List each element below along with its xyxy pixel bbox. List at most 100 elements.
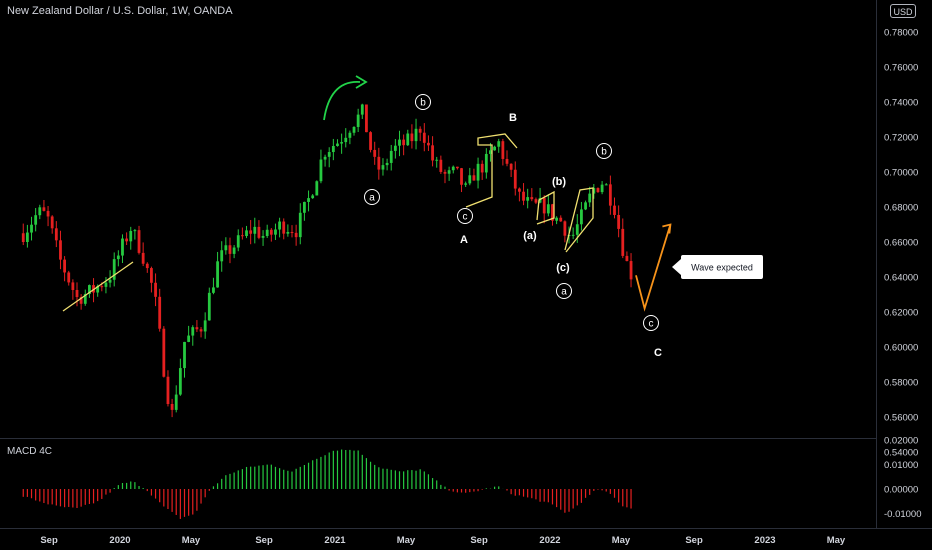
trendline-channel-b: [465, 133, 518, 208]
candle-body: [158, 296, 162, 329]
candlestick-series: [21, 103, 633, 418]
time-axis[interactable]: Sep 2020 May Sep 2021 May Sep 2022 May Sep 2023 May: [40, 535, 846, 546]
candle-body: [141, 252, 145, 264]
candle-body: [410, 133, 414, 142]
time-tick-label: Sep: [255, 535, 273, 546]
candle-body: [46, 210, 50, 217]
candle-body: [50, 216, 54, 229]
price-tick-label: 0.70000: [884, 168, 918, 179]
curved-arrow-icon: [323, 81, 361, 121]
candle-body: [381, 165, 385, 170]
candle-body: [207, 292, 211, 321]
callout-text: Wave expected: [691, 263, 753, 273]
candle-body: [67, 272, 71, 283]
candle-body: [340, 142, 344, 144]
candle-body: [617, 214, 621, 229]
candle-body: [240, 235, 244, 237]
candle-body: [344, 137, 348, 143]
macd-indicator-title[interactable]: MACD 4C: [7, 446, 53, 457]
candle-body: [414, 128, 418, 142]
wave-C-label: C: [654, 347, 662, 359]
candle-body: [501, 141, 505, 159]
wave-a2-circle: [556, 283, 572, 299]
candle-body: [489, 150, 492, 154]
candle-body: [34, 215, 38, 225]
candle-body: [249, 230, 253, 234]
candle-body: [150, 268, 153, 283]
candle-body: [195, 327, 199, 330]
candle-body: [546, 204, 550, 214]
candle-body: [216, 261, 219, 288]
trendline-channel-pb: [536, 190, 555, 225]
currency-badge[interactable]: USD: [890, 4, 916, 18]
candle-body: [92, 285, 95, 293]
candle-body: [112, 259, 116, 280]
candle-body: [166, 376, 170, 405]
candle-body: [600, 184, 604, 193]
candle-body: [104, 282, 108, 287]
candle-body: [108, 279, 112, 283]
candle-body: [373, 149, 377, 157]
wave-A-label: A: [460, 234, 468, 246]
time-tick-label: 2020: [109, 535, 130, 546]
candle-body: [439, 159, 443, 172]
wave-a2-label: a: [561, 287, 567, 298]
candle-body: [282, 221, 286, 234]
candle-body: [199, 329, 203, 332]
candle-body: [183, 341, 186, 369]
candle-body: [608, 184, 612, 206]
time-tick-label: May: [397, 535, 416, 546]
price-tick-label: 0.56000: [884, 413, 918, 424]
price-tick-label: 0.64000: [884, 273, 918, 284]
candle-body: [236, 235, 240, 248]
candle-body: [348, 132, 352, 138]
candle-body: [245, 230, 248, 237]
candle-body: [294, 232, 298, 238]
candle-body: [162, 328, 166, 377]
curved-arrow-head-icon: [355, 75, 368, 89]
trendline-2019: [62, 261, 134, 312]
candle-body: [212, 287, 215, 293]
price-tick-label: 0.68000: [884, 203, 918, 214]
callout-wave-expected[interactable]: Wave expected: [672, 255, 763, 279]
candle-body: [580, 209, 583, 225]
price-axis[interactable]: 0.78000 0.76000 0.74000 0.72000 0.70000 0.680…: [884, 28, 918, 459]
wave-pc-label: (c): [556, 262, 570, 274]
wave-a1-label: a: [369, 193, 375, 204]
candle-body: [625, 255, 629, 262]
candle-body: [422, 132, 426, 143]
candle-body: [555, 217, 559, 221]
candle-body: [389, 150, 393, 163]
candle-body: [505, 158, 509, 164]
candle-body: [63, 259, 66, 273]
macd-axis[interactable]: 0.02000 0.01000 0.00000 -0.01000: [884, 436, 922, 521]
candle-body: [232, 247, 236, 254]
candle-body: [298, 212, 302, 238]
candle-body: [571, 234, 575, 236]
candle-body: [336, 143, 339, 147]
projection-arrow-head-icon: [662, 223, 672, 234]
candle-body: [191, 327, 195, 336]
candle-body: [170, 404, 174, 410]
candle-body: [319, 159, 323, 182]
candle-body: [290, 232, 294, 234]
candle-body: [480, 163, 484, 173]
candle-body: [54, 228, 58, 241]
candle-body: [455, 166, 459, 169]
macd-tick-label: 0.01000: [884, 460, 918, 471]
trendline-drawings: [62, 133, 594, 312]
wave-c2-circle: [643, 315, 659, 331]
candle-body: [538, 197, 542, 203]
candle-body: [402, 139, 406, 146]
candle-body: [307, 198, 310, 202]
candle-body: [154, 282, 157, 297]
candle-body: [121, 238, 124, 256]
candle-body: [116, 255, 120, 260]
candle-body: [42, 207, 46, 211]
time-tick-label: Sep: [40, 535, 58, 546]
price-tick-label: 0.60000: [884, 343, 918, 354]
candle-body: [25, 232, 29, 242]
wave-a1-circle: [364, 189, 380, 205]
wave-B-label: B: [509, 112, 517, 124]
